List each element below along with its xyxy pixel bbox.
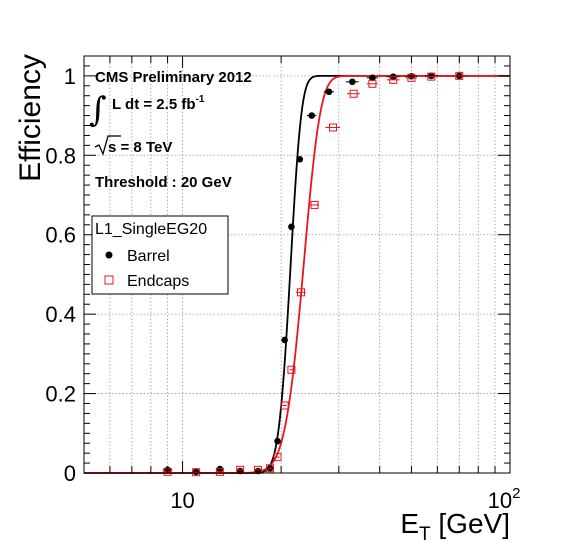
data-point-endcaps (192, 468, 201, 477)
legend-title: L1_SingleEG20 (95, 221, 207, 238)
axes (83, 55, 511, 474)
x-tick-label: 10 (170, 488, 194, 513)
data-point-endcaps (349, 89, 358, 98)
luminosity-label: L dt = 2.5 fb-1 (112, 94, 205, 113)
data-point-endcaps (236, 465, 245, 474)
data-point-barrel (281, 336, 288, 344)
data-point-barrel (274, 437, 281, 445)
integral-sign: ∫ (89, 90, 107, 130)
data-point-endcaps (407, 73, 416, 82)
data-point-barrel (325, 88, 333, 96)
data-point-barrel (216, 465, 224, 473)
legend: L1_SingleEG20 Barrel Endcaps (91, 215, 229, 295)
data-point-barrel (349, 78, 356, 86)
luminosity-text: L dt = 2.5 fb (112, 96, 196, 113)
legend-label-barrel: Barrel (127, 248, 170, 265)
data-point-barrel (296, 155, 304, 163)
x-tick-label-base: 10 (488, 488, 512, 513)
legend-marker-barrel (105, 251, 113, 259)
data-point-endcaps (287, 365, 296, 374)
data-point-barrel (308, 112, 316, 119)
y-tick-label: 0 (64, 461, 76, 486)
y-tick-label: 1 (64, 64, 76, 89)
data-point-barrel (288, 223, 295, 231)
legend-box (91, 215, 229, 295)
data-point-endcaps (215, 467, 224, 476)
luminosity-exponent: -1 (196, 94, 205, 105)
energy-label: s = 8 TeV (108, 139, 172, 156)
y-tick-label: 0.4 (45, 302, 76, 327)
grid-lines (84, 56, 510, 473)
data-point-endcaps (266, 464, 275, 473)
x-axis-title-sub: T (419, 524, 431, 544)
legend-label-endcaps: Endcaps (127, 273, 189, 290)
data-point-barrel (428, 72, 435, 80)
data-point-endcaps (368, 79, 377, 88)
x-tick-label-base: 10 (170, 488, 194, 513)
y-tick-label: 0.6 (45, 223, 76, 248)
data-point-endcaps (389, 75, 398, 84)
data-point-endcaps (455, 71, 464, 80)
x-tick-label: 102 (488, 485, 521, 513)
data-point-endcaps (310, 200, 319, 209)
data-point-endcaps (297, 288, 306, 297)
x-axis-title-main: E (400, 508, 419, 539)
data-point-barrel (369, 74, 376, 82)
threshold-label: Threshold : 20 GeV (95, 174, 232, 191)
x-axis-title: ET [GeV] (400, 508, 510, 544)
cms-preliminary-label: CMS Preliminary 2012 (95, 69, 252, 86)
data-point-endcaps (280, 401, 289, 410)
sqrt-sign (94, 135, 121, 156)
y-tick-label: 0.8 (45, 143, 76, 168)
x-axis-title-unit: [GeV] (431, 508, 510, 539)
y-tick-label: 0.2 (45, 382, 76, 407)
x-tick-label-exponent: 2 (512, 485, 520, 502)
legend-marker-endcaps (104, 275, 114, 285)
data-point-endcaps (254, 465, 263, 474)
data-point-endcaps (427, 72, 436, 81)
data-point-endcaps (328, 123, 337, 132)
y-axis-title: Efficiency (14, 54, 47, 182)
data-point-endcaps (273, 453, 282, 462)
